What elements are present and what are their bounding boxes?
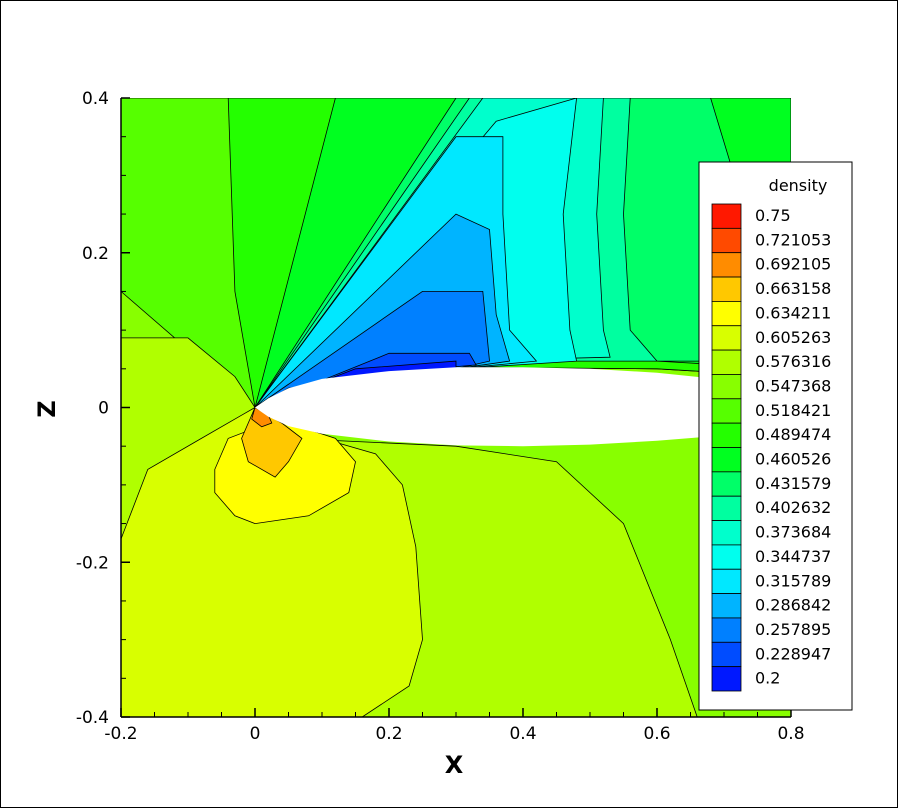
legend-level-label: 0.605263 (755, 328, 831, 347)
legend-swatch (711, 422, 742, 448)
contour-band-0-663158 (241, 406, 303, 478)
legend-swatch (711, 203, 742, 229)
legend-level-label: 0.663158 (755, 279, 831, 298)
legend-swatch (711, 252, 742, 278)
x-tick-label: 0.4 (509, 724, 536, 744)
legend-swatch (711, 349, 742, 375)
legend-swatch (711, 325, 742, 351)
legend-swatch (711, 447, 742, 473)
legend-level-label: 0.547368 (755, 376, 831, 395)
legend-level-label: 0.228947 (755, 644, 831, 663)
y-tick-label: -0.2 (76, 553, 109, 573)
legend: density 0.75 0.721053 0.692105 0.663158 0.634… (698, 161, 853, 711)
axes: -0.2 0 0.2 0.4 0.6 0.8-0.4-0.200.20.4 (76, 89, 805, 744)
legend-level-label: 0.489474 (755, 425, 831, 444)
y-tick-label: -0.4 (76, 708, 109, 728)
legend-swatch (711, 544, 742, 570)
legend-level-label: 0.518421 (755, 401, 831, 420)
x-tick-label: 0.8 (777, 724, 804, 744)
legend-level-label: 0.257895 (755, 620, 831, 639)
legend-swatch (711, 300, 742, 327)
legend-swatch (711, 593, 742, 619)
legend-level-label: 0.286842 (755, 596, 831, 615)
legend-level-label: 0.315789 (755, 571, 831, 590)
legend-level-label: 0.721053 (755, 230, 831, 249)
legend-swatch (711, 227, 742, 254)
legend-level-label: 0.576316 (755, 352, 831, 371)
legend-level-label: 0.431579 (755, 474, 831, 493)
legend-swatch (711, 374, 742, 400)
y-tick-label: 0.4 (82, 89, 109, 109)
legend-title: density (769, 176, 828, 195)
contour-regions (121, 98, 791, 717)
y-tick-label: 0 (98, 399, 109, 419)
legend-swatch (711, 398, 742, 424)
airfoil-shape (255, 367, 791, 447)
legend-swatch (711, 617, 742, 643)
legend-level-label: 0.373684 (755, 523, 831, 542)
x-tick-label: 0 (250, 724, 261, 744)
legend-level-label: 0.75 (755, 206, 791, 225)
y-tick-label: 0.2 (82, 244, 109, 264)
legend-swatch (711, 641, 742, 668)
x-axis-label: X (445, 751, 464, 779)
x-tick-label: -0.2 (104, 724, 137, 744)
legend-swatch (711, 471, 742, 497)
legend-level-label: 0.634211 (755, 303, 831, 322)
legend-level-label: 0.402632 (755, 498, 831, 517)
legend-swatch (711, 276, 742, 302)
legend-swatch (711, 495, 742, 521)
legend-level-label: 0.2 (755, 669, 780, 688)
legend-level-label: 0.344737 (755, 547, 831, 566)
legend-swatch (711, 568, 742, 595)
x-tick-label: 0.2 (375, 724, 402, 744)
legend-swatch (711, 520, 742, 546)
y-axis-label: Z (33, 400, 61, 417)
legend-level-label: 0.692105 (755, 255, 831, 274)
legend-swatch (711, 666, 742, 692)
legend-level-label: 0.460526 (755, 450, 831, 469)
airfoil-body (255, 367, 791, 447)
x-tick-label: 0.6 (643, 724, 670, 744)
